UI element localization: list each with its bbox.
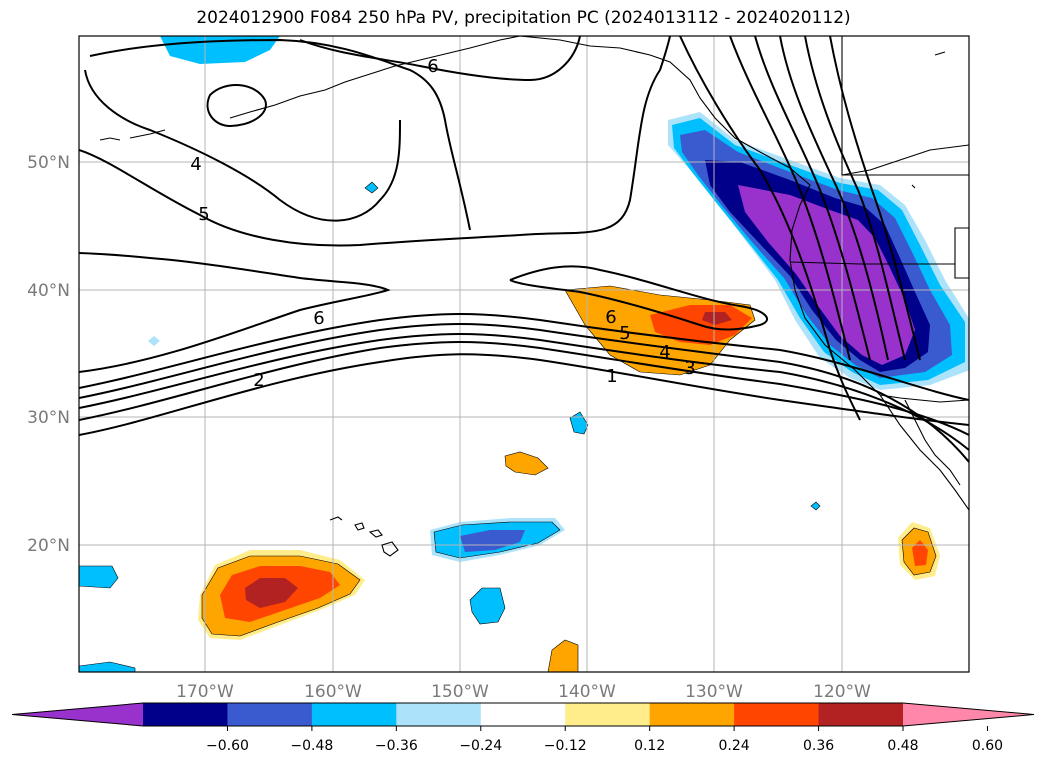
pv-labels: 6 4 5 2 6 5 4 3 1 6 bbox=[190, 56, 695, 391]
lon-labels: 170°W 160°W 150°W 140°W 130°W 120°W bbox=[176, 682, 871, 702]
lon-label-120w: 120°W bbox=[813, 682, 871, 702]
map-frame bbox=[78, 35, 970, 673]
colorbar-tick-label: −0.24 bbox=[459, 738, 502, 754]
lon-label-140w: 140°W bbox=[558, 682, 616, 702]
pos-blob-small-3-red bbox=[912, 540, 928, 566]
pv-label: 5 bbox=[619, 323, 630, 344]
colorbar-tick-label: 0.48 bbox=[887, 738, 918, 754]
pv-label: 1 bbox=[606, 366, 617, 387]
colorbar-segment bbox=[227, 703, 313, 726]
colorbar-outline bbox=[11, 702, 1035, 727]
lat-label-50n: 50°N bbox=[27, 153, 70, 173]
pv-label: 6 bbox=[427, 56, 438, 77]
neg-blob-small-2 bbox=[569, 411, 589, 435]
colorbar-segment bbox=[311, 703, 397, 726]
lon-label-150w: 150°W bbox=[431, 682, 489, 702]
pv-label: 5 bbox=[198, 204, 209, 225]
pv-contours bbox=[79, 36, 969, 463]
lon-label-160w: 160°W bbox=[304, 682, 362, 702]
lon-label-170w: 170°W bbox=[176, 682, 234, 702]
colorbar-tick-label: −0.60 bbox=[206, 738, 249, 754]
colorbar-tick-label: 0.36 bbox=[803, 738, 834, 754]
colorbar-tick-label: 0.24 bbox=[719, 738, 750, 754]
colorbar-segment bbox=[565, 703, 651, 726]
pv-label: 4 bbox=[659, 342, 670, 363]
lat-label-20n: 20°N bbox=[27, 536, 70, 556]
colorbar-extend-low bbox=[12, 703, 143, 726]
neg-blob-small-1 bbox=[469, 587, 506, 625]
colorbar-segment bbox=[480, 703, 566, 726]
pos-blob-center-dark bbox=[702, 312, 732, 325]
precip-shading bbox=[79, 36, 969, 672]
neg-dot-2 bbox=[148, 336, 160, 346]
colorbar-tick-label: −0.48 bbox=[290, 738, 333, 754]
pv-label: 6 bbox=[605, 307, 616, 328]
neg-blob-hawaii-inner bbox=[460, 530, 525, 552]
colorbar-tick-label: −0.36 bbox=[375, 738, 418, 754]
colorbar-segment bbox=[396, 703, 482, 726]
colorbar-segment bbox=[734, 703, 820, 726]
lat-label-30n: 30°N bbox=[27, 408, 70, 428]
coastlines bbox=[99, 36, 969, 557]
colorbar-extend-high bbox=[903, 703, 1034, 726]
pv-label: 3 bbox=[684, 358, 695, 379]
neg-dot-3 bbox=[810, 501, 821, 511]
neg-blob-bottom-left bbox=[79, 661, 136, 672]
pos-blob-small-1 bbox=[504, 451, 549, 476]
neg-dot-1 bbox=[364, 181, 379, 194]
colorbar-segment bbox=[818, 703, 904, 726]
lon-label-130w: 130°W bbox=[685, 682, 743, 702]
colorbar-segment bbox=[649, 703, 735, 726]
lat-labels: 50°N 40°N 30°N 20°N bbox=[27, 153, 70, 556]
neg-blob-left bbox=[79, 565, 119, 589]
map-area: 6 4 5 2 6 5 4 3 1 6 bbox=[79, 36, 969, 672]
colorbar-tick-label: 0.12 bbox=[634, 738, 665, 754]
colorbar-segment bbox=[143, 703, 228, 726]
neg-band-purple bbox=[738, 185, 915, 365]
pos-blob-small-2 bbox=[547, 639, 579, 672]
pos-blob-sw-dark bbox=[245, 578, 298, 608]
colorbar-tick-label: −0.12 bbox=[544, 738, 587, 754]
colorbar-tick-label: 0.60 bbox=[972, 738, 1003, 754]
colorbar: −0.60 −0.48 −0.36 −0.24 −0.12 0.12 0.24 0.36 0.4… bbox=[11, 702, 1035, 754]
pv-label: 4 bbox=[190, 154, 201, 175]
figure-title: 2024012900 F084 250 hPa PV, precipitatio… bbox=[196, 8, 851, 28]
lat-label-40n: 40°N bbox=[27, 281, 70, 301]
pv-label: 2 bbox=[253, 370, 264, 391]
pv-label: 6 bbox=[313, 308, 324, 329]
